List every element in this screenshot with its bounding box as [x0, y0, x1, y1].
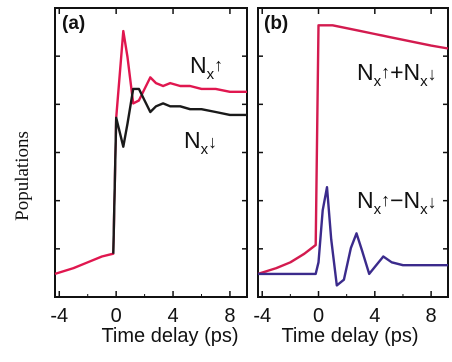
x-axis-label-b: Time delay (ps) [281, 325, 418, 347]
panel-a-series [54, 29, 247, 276]
panel-a-ticks: -4 0 4 8 [50, 8, 247, 327]
y-axis-label: Populations [12, 131, 33, 221]
panel-b: (b) -4 0 4 8 Nx↑+Nx↓ Nx↑−Nx↓ [253, 7, 449, 327]
x-tick-label: 4 [167, 305, 178, 327]
x-tick-label: 0 [313, 305, 324, 327]
x-tick-label: 4 [369, 305, 380, 327]
panel-b-series [257, 24, 449, 287]
series-line-up [54, 29, 247, 276]
series-label-sum: Nx↑+Nx↓ [357, 59, 437, 90]
series-label-up: Nx↑ [190, 52, 223, 83]
series-label-down: Nx↓ [184, 127, 217, 158]
x-tick-label: 8 [426, 305, 437, 327]
x-tick-label: 8 [224, 305, 235, 327]
x-tick-label: -4 [253, 305, 271, 327]
panel-b-label: (b) [264, 13, 288, 34]
series-line-sum [257, 24, 449, 276]
series-line-down [112, 87, 247, 254]
x-tick-label: -4 [50, 305, 68, 327]
panel-b-frame [257, 7, 449, 298]
panel-b-ticks: -4 0 4 8 [253, 8, 448, 327]
x-tick-label: 0 [111, 305, 122, 327]
x-axis-label-a: Time delay (ps) [101, 325, 238, 347]
series-line-diff [258, 186, 448, 287]
panel-a-frame [54, 7, 248, 298]
series-label-diff: Nx↑−Nx↓ [357, 187, 437, 218]
panel-a: (a) -4 0 4 8 Nx↑ Nx↓ [50, 7, 248, 327]
panel-a-label: (a) [62, 13, 85, 34]
